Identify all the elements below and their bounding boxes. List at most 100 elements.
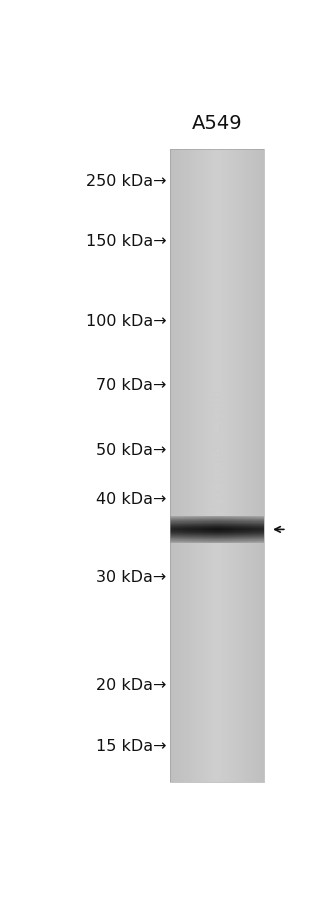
Bar xyxy=(233,517,236,543)
Bar xyxy=(236,150,237,782)
Text: 40 kDa→: 40 kDa→ xyxy=(96,492,167,507)
Bar xyxy=(257,150,259,782)
Bar xyxy=(253,150,254,782)
Bar xyxy=(222,150,223,782)
Bar xyxy=(200,150,202,782)
Bar xyxy=(203,150,205,782)
Bar xyxy=(170,150,264,782)
Bar xyxy=(214,517,217,543)
Bar xyxy=(211,517,214,543)
Bar xyxy=(245,150,247,782)
Bar xyxy=(183,517,186,543)
Bar xyxy=(184,150,186,782)
Bar xyxy=(244,150,245,782)
Bar xyxy=(202,150,203,782)
Bar xyxy=(206,150,208,782)
Text: 15 kDa→: 15 kDa→ xyxy=(96,739,167,753)
Bar xyxy=(219,150,220,782)
Bar xyxy=(189,150,191,782)
Bar xyxy=(177,150,178,782)
Bar xyxy=(234,150,236,782)
Bar xyxy=(233,150,234,782)
Bar xyxy=(250,150,251,782)
Text: 70 kDa→: 70 kDa→ xyxy=(96,378,167,393)
Bar xyxy=(256,150,257,782)
Bar xyxy=(245,517,248,543)
Bar xyxy=(217,150,219,782)
Bar xyxy=(175,150,177,782)
Bar xyxy=(208,150,209,782)
Bar xyxy=(195,517,198,543)
Bar xyxy=(192,517,195,543)
Bar xyxy=(214,150,215,782)
Bar xyxy=(242,517,245,543)
Bar xyxy=(205,150,206,782)
Bar xyxy=(251,517,254,543)
Bar xyxy=(198,150,200,782)
Bar xyxy=(186,150,187,782)
Bar xyxy=(226,150,228,782)
Bar xyxy=(211,150,213,782)
Bar xyxy=(220,517,223,543)
Bar xyxy=(183,150,184,782)
Bar xyxy=(237,150,239,782)
Bar xyxy=(180,150,181,782)
Bar xyxy=(261,517,264,543)
Bar xyxy=(213,150,214,782)
Bar xyxy=(177,517,180,543)
Bar xyxy=(220,150,222,782)
Bar xyxy=(261,150,262,782)
Bar xyxy=(230,517,233,543)
Bar xyxy=(195,150,197,782)
Bar xyxy=(236,517,239,543)
Text: 250 kDa→: 250 kDa→ xyxy=(86,174,167,189)
Text: A549: A549 xyxy=(192,114,243,133)
Text: 100 kDa→: 100 kDa→ xyxy=(86,314,167,329)
Bar xyxy=(170,150,172,782)
Bar xyxy=(262,150,264,782)
Bar xyxy=(239,517,242,543)
Bar xyxy=(248,150,250,782)
Bar xyxy=(180,517,183,543)
Bar xyxy=(174,150,175,782)
Bar xyxy=(228,150,230,782)
Bar xyxy=(251,150,253,782)
Bar xyxy=(254,150,256,782)
Bar xyxy=(198,517,202,543)
Bar xyxy=(186,517,189,543)
Text: 50 kDa→: 50 kDa→ xyxy=(96,443,167,457)
Bar xyxy=(187,150,189,782)
Text: www.ptglaec.com: www.ptglaec.com xyxy=(209,388,224,523)
Bar xyxy=(241,150,242,782)
Bar xyxy=(223,517,226,543)
Bar xyxy=(178,150,180,782)
Text: 30 kDa→: 30 kDa→ xyxy=(96,569,167,584)
Bar xyxy=(192,150,194,782)
Text: 20 kDa→: 20 kDa→ xyxy=(96,677,167,692)
Bar xyxy=(172,150,174,782)
Bar xyxy=(191,150,192,782)
Bar xyxy=(231,150,233,782)
Bar xyxy=(174,517,177,543)
Bar xyxy=(217,517,220,543)
Bar xyxy=(248,517,251,543)
Bar xyxy=(242,150,244,782)
Text: 150 kDa→: 150 kDa→ xyxy=(86,235,167,249)
Bar xyxy=(247,150,248,782)
Bar xyxy=(209,150,211,782)
Bar xyxy=(215,150,217,782)
Bar xyxy=(181,150,183,782)
Bar xyxy=(189,517,192,543)
Bar xyxy=(194,150,195,782)
Bar xyxy=(170,517,174,543)
Bar xyxy=(223,150,225,782)
Bar xyxy=(259,150,261,782)
Bar xyxy=(225,150,226,782)
Bar xyxy=(257,517,261,543)
Bar xyxy=(197,150,198,782)
Bar xyxy=(230,150,231,782)
Bar xyxy=(208,517,211,543)
Bar xyxy=(202,517,205,543)
Bar xyxy=(239,150,241,782)
Bar xyxy=(205,517,208,543)
